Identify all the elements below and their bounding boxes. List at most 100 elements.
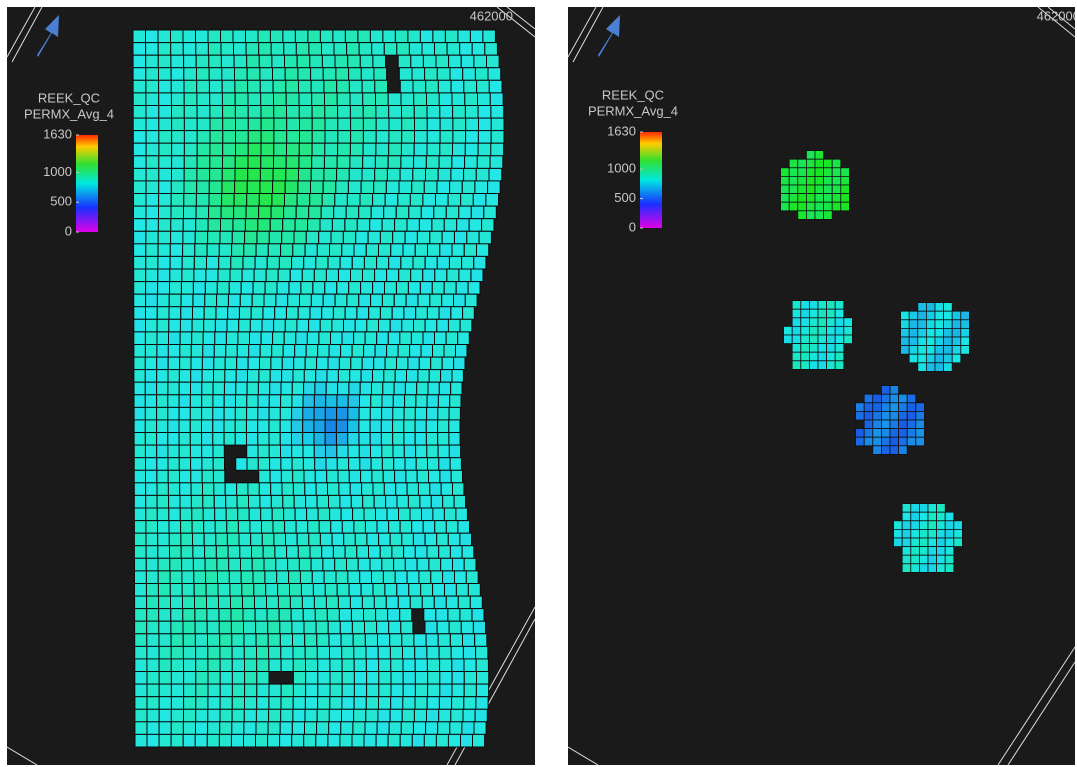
grid-cell: [488, 167, 503, 182]
grid-cell: [284, 193, 298, 207]
grid-cell: [223, 432, 236, 446]
grid-cell: [443, 507, 457, 522]
grid-cell: [156, 457, 169, 471]
grid-cell: [475, 645, 489, 660]
grid-cell: [302, 457, 316, 471]
grid-cell: [427, 243, 441, 257]
grid-cell: [207, 708, 221, 723]
grid-cell: [953, 520, 963, 530]
grid-cell: [201, 432, 214, 446]
grid-cell: [376, 255, 390, 270]
grid-cell: [350, 494, 364, 509]
grid-cell: [419, 281, 433, 295]
grid-cell: [424, 255, 438, 270]
grid-cell: [893, 520, 903, 530]
grid-cell: [288, 281, 302, 295]
grid-cell: [296, 54, 311, 69]
grid-cell: [440, 482, 454, 496]
grid-cell: [145, 193, 160, 207]
grid-cell: [295, 42, 310, 56]
grid-cell: [298, 167, 312, 182]
grid-cell: [308, 532, 321, 547]
grid-cell: [145, 92, 160, 107]
grid-cell: [404, 381, 418, 396]
grid-cell: [901, 537, 912, 548]
grid-cell: [288, 570, 302, 585]
grid-cell: [303, 733, 317, 748]
grid-cell: [459, 42, 473, 56]
grid-cell: [183, 205, 197, 220]
grid-cell: [475, 658, 489, 673]
grid-cell: [212, 419, 225, 433]
grid-cell: [213, 356, 226, 371]
grid-cell: [243, 708, 258, 723]
grid-cell: [222, 130, 237, 144]
grid-cell: [426, 658, 441, 673]
grid-cell: [407, 494, 421, 509]
grid-cell: [378, 658, 392, 673]
grid-cell: [133, 444, 146, 459]
grid-cell: [927, 546, 938, 556]
grid-cell: [344, 29, 359, 44]
grid-cell: [144, 344, 158, 358]
grid-cell: [257, 419, 270, 433]
grid-cell: [324, 105, 339, 119]
grid-cell: [218, 733, 232, 748]
grid-cell: [455, 583, 469, 597]
grid-cell: [239, 293, 253, 308]
grid-cell: [372, 369, 385, 383]
grid-cell: [255, 708, 270, 723]
grid-cell: [182, 733, 196, 748]
grid-cell: [290, 419, 304, 433]
grid-cell: [346, 557, 359, 572]
grid-cell: [316, 721, 330, 735]
grid-cell: [826, 308, 836, 319]
grid-cell: [425, 721, 439, 735]
grid-cell: [201, 356, 215, 371]
grid-cell: [179, 482, 192, 496]
grid-cell: [145, 67, 160, 81]
grid-cell: [167, 406, 180, 421]
grid-cell: [426, 696, 440, 710]
grid-cell: [378, 671, 392, 685]
grid-cell: [431, 218, 445, 232]
grid-cell: [409, 595, 423, 610]
grid-cell: [369, 29, 384, 44]
grid-cell: [193, 255, 207, 270]
grid-cell: [411, 67, 426, 81]
grid-cell: [234, 419, 247, 433]
grid-cell: [266, 595, 279, 610]
grid-cell: [316, 356, 329, 371]
grid-cell: [413, 92, 428, 107]
grid-cell: [293, 494, 307, 509]
grid-cell: [373, 356, 386, 371]
grid-cell: [462, 633, 476, 647]
grid-cell: [434, 331, 447, 345]
grid-cell: [134, 645, 148, 660]
grid-cell: [273, 92, 287, 107]
grid-cell: [352, 721, 366, 735]
grid-cell: [196, 79, 210, 94]
grid-cell: [236, 482, 249, 496]
grid-cell: [414, 406, 428, 421]
grid-cell: [402, 696, 416, 710]
grid-cell: [307, 29, 321, 44]
grid-cell: [898, 428, 908, 438]
grid-cell: [347, 180, 362, 194]
grid-cell: [943, 310, 953, 321]
grid-cell: [917, 302, 927, 312]
grid-cell: [304, 633, 318, 647]
grid-cell: [145, 306, 158, 320]
grid-cell: [235, 457, 248, 471]
grid-cell: [291, 394, 304, 408]
grid-cell: [225, 331, 239, 345]
grid-cell: [447, 532, 461, 547]
grid-cell: [168, 331, 181, 345]
grid-cell: [855, 428, 865, 438]
grid-cell: [132, 180, 147, 194]
grid-cell: [254, 595, 267, 610]
grid-cell: [202, 331, 216, 345]
grid-cell: [145, 545, 159, 559]
grid-cell: [361, 482, 374, 496]
